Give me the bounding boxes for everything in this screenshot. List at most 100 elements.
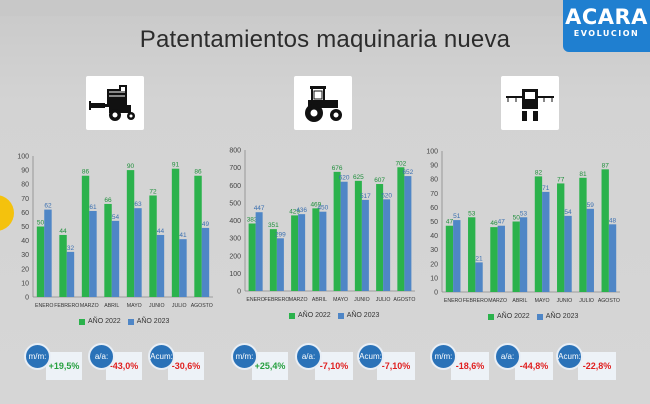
x-tick-label: ABRIL <box>312 297 327 303</box>
bar <box>608 224 617 292</box>
data-label: 299 <box>275 231 286 238</box>
bar <box>248 223 256 291</box>
data-label: 59 <box>587 202 595 209</box>
bar <box>361 199 369 291</box>
x-tick-label: MAYO <box>127 303 142 309</box>
stat-value: -7,10% <box>381 361 411 371</box>
y-tick-label: 0 <box>25 295 29 302</box>
bar <box>319 211 327 291</box>
legend-label-2022: AÑO 2022 <box>497 313 530 320</box>
x-tick-label: ENERO <box>246 297 264 303</box>
y-tick-label: 10 <box>430 275 438 282</box>
y-tick-label: 700 <box>229 165 241 172</box>
x-tick-label: ENERO <box>444 298 462 304</box>
data-label: 51 <box>453 213 461 220</box>
sprayer-icon <box>501 76 559 130</box>
bar <box>354 180 362 291</box>
legend-swatch-2022 <box>79 318 85 325</box>
legend-label-2023: AÑO 2023 <box>346 312 380 319</box>
bar <box>36 226 45 297</box>
stat-value: -30,6% <box>171 361 201 371</box>
bar <box>490 227 498 292</box>
data-label: 607 <box>374 177 385 184</box>
data-label: 71 <box>542 185 550 192</box>
bar <box>586 208 594 292</box>
data-label: 82 <box>535 169 543 176</box>
stat-label: Acum: <box>150 352 173 361</box>
data-label: 77 <box>557 176 565 183</box>
bar <box>579 177 587 292</box>
data-label: 86 <box>82 169 90 176</box>
bar <box>201 227 210 297</box>
bar <box>453 220 461 292</box>
bar <box>333 171 341 291</box>
bar <box>126 170 135 297</box>
stat-badge: Acum: <box>556 343 583 370</box>
y-tick-label: 50 <box>21 224 29 231</box>
legend-label-2022: AÑO 2022 <box>88 318 121 325</box>
y-tick-label: 100 <box>17 154 29 161</box>
data-label: 46 <box>490 220 498 227</box>
stat-label: m/m: <box>235 352 254 361</box>
stat-box: +25,4% <box>252 352 288 380</box>
y-tick-label: 20 <box>21 266 29 273</box>
legend-swatch-2023 <box>337 312 344 319</box>
bar <box>445 225 454 292</box>
bar <box>512 221 520 292</box>
x-tick-label: MARZO <box>488 298 507 304</box>
data-label: 676 <box>332 165 343 172</box>
data-label: 351 <box>268 222 279 229</box>
data-label: 447 <box>254 205 265 212</box>
stat-box: +19,5% <box>46 352 82 380</box>
legend-swatch-2023 <box>127 318 134 325</box>
data-label: 86 <box>194 169 202 176</box>
data-label: 625 <box>353 174 364 181</box>
bar <box>475 262 483 292</box>
data-label: 702 <box>395 160 406 167</box>
x-tick-label: ABRIL <box>104 303 119 309</box>
data-label: 450 <box>317 205 328 212</box>
data-label: 41 <box>179 232 187 239</box>
bar <box>404 176 412 291</box>
data-label: 61 <box>89 204 97 211</box>
data-label: 49 <box>202 221 210 228</box>
bar <box>44 209 52 297</box>
y-tick-label: 10 <box>21 280 29 287</box>
bar <box>383 199 391 291</box>
y-tick-label: 500 <box>229 200 241 207</box>
bar <box>179 239 187 297</box>
y-tick-label: 60 <box>21 210 29 217</box>
y-tick-label: 600 <box>229 183 241 190</box>
stat-value: +25,4% <box>254 361 286 371</box>
page-title: Patentamientos maquinaria nueva <box>139 26 511 53</box>
x-tick-label: JULIO <box>579 298 594 304</box>
stat-badge: m/m: <box>231 343 258 370</box>
y-tick-label: 300 <box>229 236 241 243</box>
stat-box: -44,8% <box>515 352 553 380</box>
bar <box>397 167 405 291</box>
stat-label: a/a: <box>500 352 515 361</box>
x-tick-label: FEBRERO <box>54 303 79 309</box>
data-label: 32 <box>67 245 75 252</box>
y-tick-label: 50 <box>430 219 438 226</box>
stat-badge: Acum: <box>148 343 175 370</box>
bar <box>542 191 550 292</box>
data-label: 429 <box>289 208 300 215</box>
stat-value: -7,10% <box>319 361 349 371</box>
x-tick-label: FEBRERO <box>264 297 289 303</box>
legend-swatch-2022 <box>289 312 295 319</box>
bar <box>376 184 384 291</box>
tractor-icon <box>294 76 352 130</box>
data-label: 66 <box>104 197 112 204</box>
legend-swatch-2022 <box>488 313 494 320</box>
stat-badge: a/a: <box>494 343 521 370</box>
bar <box>269 229 277 291</box>
y-tick-label: 40 <box>430 233 438 240</box>
bar <box>564 215 572 292</box>
bar <box>601 169 609 292</box>
bar <box>340 181 348 291</box>
y-tick-label: 400 <box>229 218 241 225</box>
data-label: 383 <box>247 216 258 223</box>
bar <box>111 220 120 297</box>
x-tick-label: ABRIL <box>512 298 527 304</box>
